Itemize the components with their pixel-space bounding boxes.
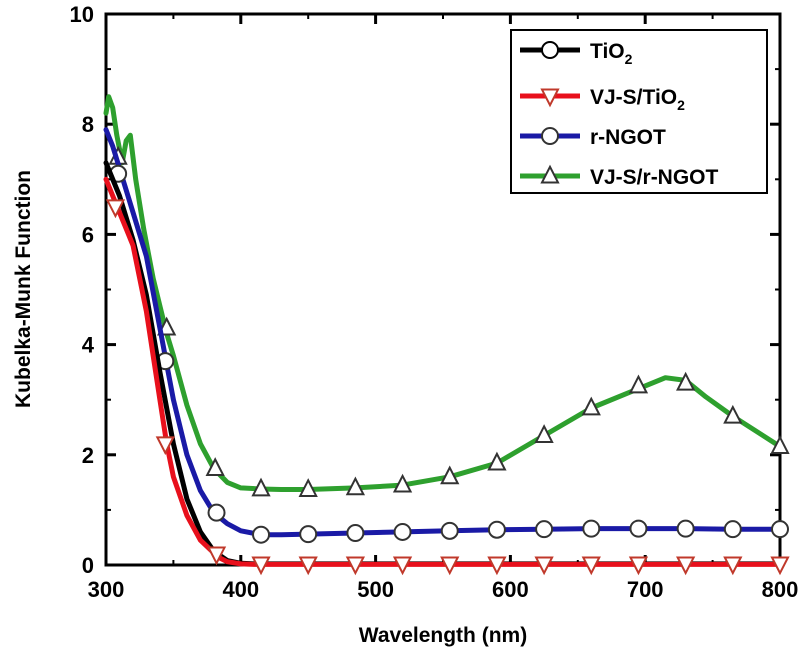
- series-line: [103, 176, 783, 567]
- data-point: [676, 519, 695, 538]
- data-point: [252, 525, 271, 544]
- series-vj-s-tio2: [103, 176, 790, 576]
- x-tick-label: 600: [492, 577, 529, 602]
- data-point: [346, 524, 365, 543]
- y-tick-label: 4: [82, 333, 95, 358]
- x-tick-label: 300: [88, 577, 125, 602]
- data-point: [541, 127, 559, 145]
- data-point: [206, 546, 227, 566]
- data-point: [723, 404, 743, 424]
- data-point: [392, 556, 413, 576]
- legend-entry: TiO2: [520, 40, 633, 67]
- x-tick-label: 800: [762, 577, 799, 602]
- data-point: [582, 519, 601, 538]
- data-point: [440, 521, 459, 540]
- data-point: [628, 556, 649, 576]
- data-point: [723, 520, 742, 539]
- y-tick-label: 8: [82, 112, 94, 137]
- data-point: [629, 519, 648, 538]
- series: [103, 94, 790, 576]
- x-tick-label: 700: [627, 577, 664, 602]
- data-point: [345, 476, 366, 496]
- legend-entry: r-NGOT: [520, 126, 666, 149]
- data-point: [676, 371, 696, 391]
- data-point: [298, 478, 318, 497]
- legend-label: r-NGOT: [590, 126, 666, 149]
- data-point: [487, 520, 506, 539]
- data-point: [105, 199, 126, 219]
- data-point: [251, 477, 271, 497]
- y-tick-label: 6: [82, 222, 94, 247]
- data-point: [487, 451, 507, 471]
- series-vj-s-r-ngot: [103, 94, 790, 497]
- data-point: [299, 525, 318, 544]
- series-line: [103, 94, 783, 492]
- y-tick-label: 2: [82, 443, 94, 468]
- x-tick-label: 400: [222, 577, 259, 602]
- data-point: [535, 520, 554, 539]
- data-point: [628, 374, 649, 394]
- legend-label: VJ-S/TiO2: [590, 86, 685, 113]
- data-point: [723, 556, 743, 576]
- data-point: [534, 424, 554, 443]
- data-point: [155, 436, 175, 456]
- data-point: [205, 457, 225, 477]
- x-axis-title: Wavelength (nm): [359, 624, 527, 647]
- data-point: [298, 556, 318, 576]
- legend-entry: VJ-S/r-NGOT: [520, 164, 719, 189]
- y-axis-title: Kubelka-Munk Function: [12, 170, 35, 408]
- y-tick-label: 10: [70, 2, 94, 27]
- axes: 300 400 500 600 700 800 0 2 4 6 8 10: [70, 2, 799, 602]
- data-point: [534, 556, 554, 576]
- legend-entry: VJ-S/TiO2: [520, 86, 685, 113]
- data-point: [581, 556, 601, 576]
- y-tick-label: 0: [82, 553, 94, 578]
- data-point: [487, 556, 507, 576]
- series-r-ngot: [103, 127, 789, 544]
- data-point: [771, 520, 789, 539]
- legend: TiO2 VJ-S/TiO2 r-NGOT VJ-S/r-NGOT: [510, 29, 768, 194]
- data-point: [440, 465, 460, 485]
- legend-label: TiO2: [590, 40, 633, 67]
- data-point: [541, 41, 559, 59]
- data-point: [345, 556, 366, 576]
- x-tick-label: 500: [357, 577, 394, 602]
- data-point: [581, 396, 601, 416]
- data-point: [770, 556, 790, 576]
- data-point: [676, 556, 696, 576]
- data-point: [770, 435, 790, 454]
- data-point: [440, 556, 460, 576]
- data-point: [540, 164, 560, 184]
- data-point: [251, 556, 271, 576]
- legend-label: VJ-S/r-NGOT: [590, 166, 719, 189]
- data-point: [393, 522, 412, 541]
- data-point: [207, 503, 226, 522]
- data-point: [392, 473, 413, 493]
- data-point: [540, 88, 560, 108]
